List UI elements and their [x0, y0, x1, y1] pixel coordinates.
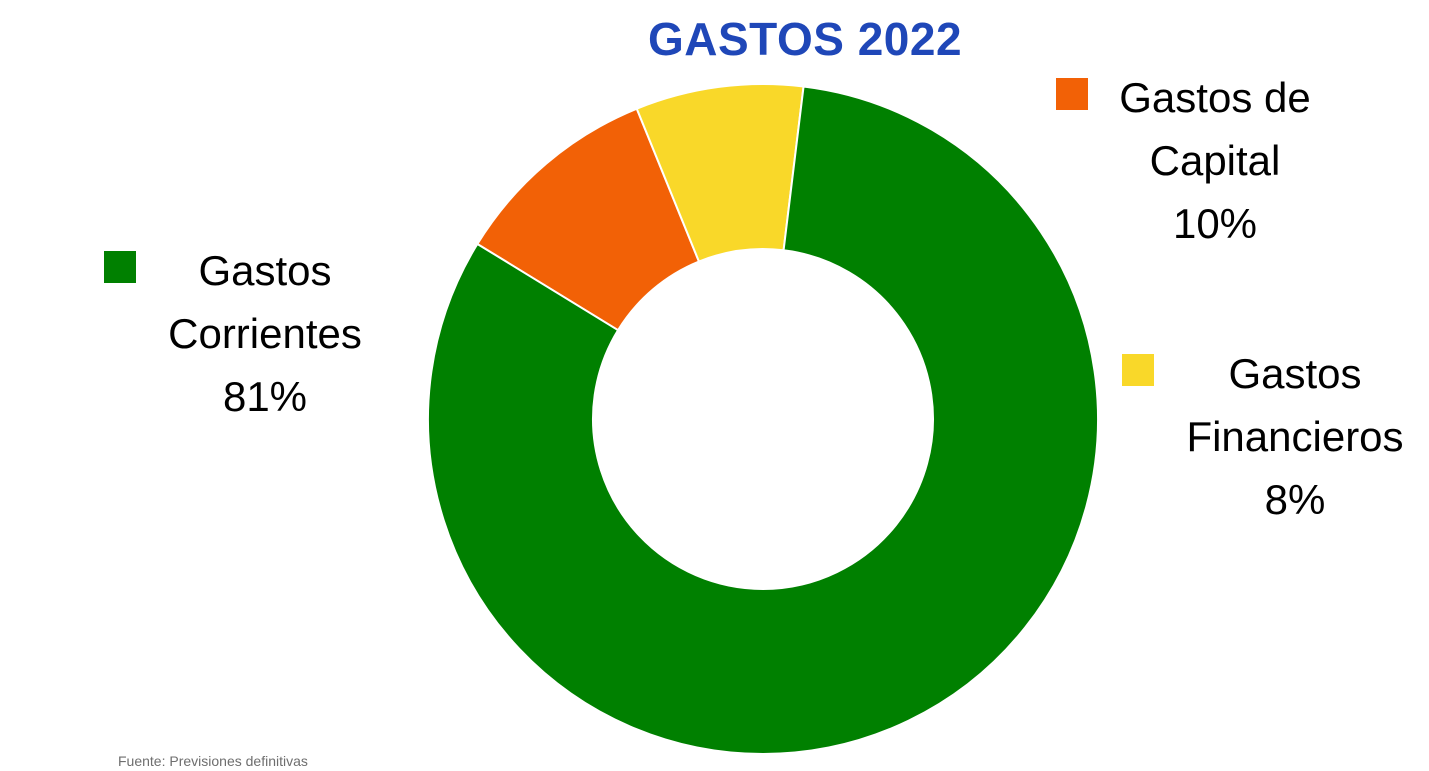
- source-note: Fuente: Previsiones definitivas: [118, 753, 308, 769]
- legend-line-1: Gastos: [198, 247, 332, 294]
- legend-percent: 81%: [222, 373, 308, 420]
- legend-label-gastos-de-capital: Gastos de Capital 10%: [1100, 66, 1330, 255]
- legend-swatch-gastos-corrientes: [104, 251, 136, 283]
- legend-percent: 10%: [1172, 200, 1258, 247]
- legend-line-2: Capital: [1149, 137, 1281, 184]
- legend-swatch-gastos-financieros: [1122, 354, 1154, 386]
- chart-title: GASTOS 2022: [648, 13, 963, 65]
- donut-slice-gastos-corrientes: [427, 85, 1099, 755]
- legend-line-1: Gastos: [1228, 350, 1362, 397]
- legend-label-gastos-financieros: Gastos Financieros 8%: [1160, 342, 1429, 531]
- legend-label-gastos-corrientes: Gastos Corrientes 81%: [140, 239, 390, 428]
- legend-percent: 8%: [1264, 476, 1326, 523]
- donut-slices: [427, 83, 1099, 755]
- legend-line-2: Corrientes: [168, 310, 362, 357]
- legend-line-2: Financieros: [1186, 413, 1404, 460]
- legend-swatch-gastos-de-capital: [1056, 78, 1088, 110]
- legend-line-1: Gastos de: [1119, 74, 1311, 121]
